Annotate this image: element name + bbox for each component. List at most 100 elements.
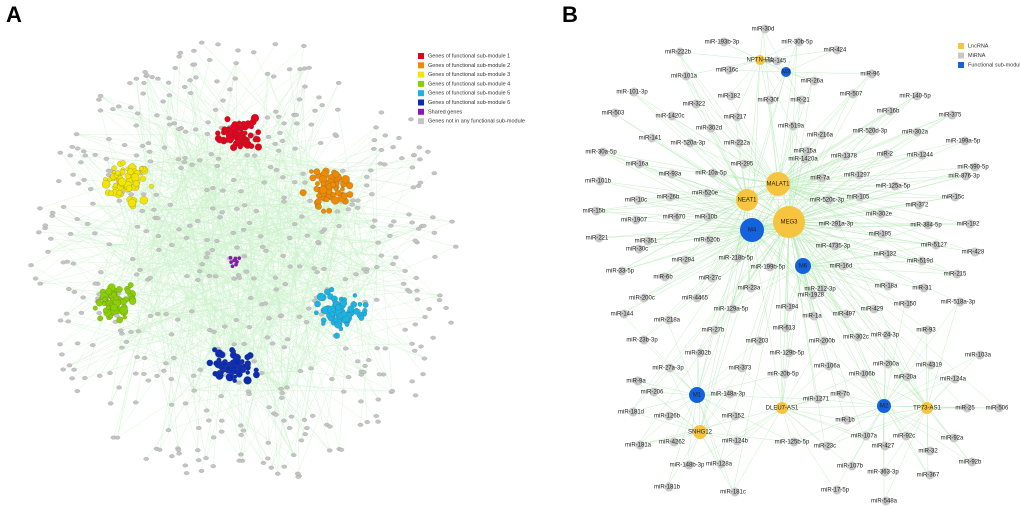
mirna-node	[619, 309, 629, 319]
node	[272, 42, 279, 47]
edge	[157, 217, 291, 267]
edge	[180, 167, 278, 474]
node	[309, 174, 317, 182]
node	[314, 300, 321, 308]
node	[436, 298, 443, 303]
edge	[777, 41, 798, 185]
node	[210, 186, 216, 190]
edge	[593, 199, 748, 212]
module-node	[689, 387, 705, 403]
edge	[788, 99, 801, 223]
edge	[746, 71, 787, 201]
node	[141, 356, 148, 360]
mirna-label: miR-181d	[618, 410, 644, 416]
edge	[788, 221, 846, 421]
node	[431, 230, 438, 235]
mirna-node	[917, 150, 927, 160]
edge	[77, 218, 379, 243]
edge	[788, 221, 971, 463]
node	[108, 314, 113, 319]
mirna-node	[902, 372, 912, 382]
edge	[636, 221, 790, 250]
node	[345, 207, 352, 212]
node	[336, 224, 342, 228]
edge	[76, 134, 342, 202]
edge	[157, 78, 365, 270]
node	[213, 360, 220, 367]
mirna-label: miR-144	[611, 312, 634, 318]
edge	[781, 407, 846, 421]
edge	[802, 265, 906, 378]
node	[257, 234, 264, 239]
edge	[142, 167, 425, 359]
node	[92, 152, 98, 157]
node	[176, 227, 182, 232]
node	[119, 345, 125, 350]
node	[97, 315, 104, 322]
edge	[261, 370, 301, 374]
node	[278, 313, 285, 318]
mirna-label: miR-20b-5p	[767, 372, 799, 378]
lncrna-label: NEAT1	[738, 198, 758, 204]
mirna-node	[970, 247, 980, 257]
node	[149, 183, 154, 189]
mirna-node	[781, 323, 791, 333]
mirna-label: miR-17-5p	[821, 488, 850, 494]
mirna-label: miR-199a-5p	[946, 139, 981, 145]
mirna-node	[955, 297, 965, 307]
node	[316, 95, 322, 100]
node	[425, 149, 431, 154]
mirna-node	[885, 106, 895, 116]
node	[340, 186, 345, 192]
lncrna-node	[921, 402, 933, 414]
node	[187, 78, 193, 83]
node	[107, 371, 113, 376]
node	[374, 346, 380, 351]
node	[318, 185, 328, 194]
mirna-node	[961, 171, 971, 181]
mirna-node	[725, 389, 735, 399]
mirna-node	[800, 154, 810, 164]
node	[250, 50, 257, 55]
node	[215, 156, 222, 161]
node	[154, 311, 161, 316]
mirna-label: miR-295	[731, 162, 754, 168]
edge	[751, 229, 887, 287]
mirna-node	[706, 123, 716, 133]
edge	[357, 200, 382, 256]
edge	[788, 95, 916, 223]
mirna-label: miR-25	[955, 406, 975, 412]
edge	[201, 378, 220, 471]
node	[375, 397, 382, 402]
legend-label: Genes of functional sub-module 5	[428, 91, 510, 97]
edge	[150, 161, 318, 273]
node	[265, 134, 272, 139]
mirna-node	[838, 261, 848, 271]
edge	[92, 203, 319, 243]
node	[382, 133, 388, 138]
edge	[178, 229, 195, 391]
edge	[759, 59, 928, 409]
node	[183, 235, 190, 240]
node	[116, 316, 124, 324]
edge	[209, 109, 216, 331]
node	[409, 341, 415, 346]
edge	[73, 164, 193, 370]
edge	[844, 407, 928, 421]
node	[321, 266, 327, 271]
edge	[746, 199, 804, 267]
edge	[649, 137, 748, 201]
edge	[669, 115, 779, 185]
node	[247, 132, 254, 139]
edge	[708, 127, 779, 185]
mirna-label: miR-503	[602, 111, 625, 117]
node	[251, 153, 258, 158]
node	[132, 400, 139, 405]
node	[81, 177, 87, 182]
edge	[157, 218, 294, 456]
edge	[826, 365, 885, 407]
edge	[346, 181, 426, 318]
edge	[245, 143, 374, 227]
node	[110, 304, 118, 312]
mirna-label: miR-217	[724, 115, 747, 121]
